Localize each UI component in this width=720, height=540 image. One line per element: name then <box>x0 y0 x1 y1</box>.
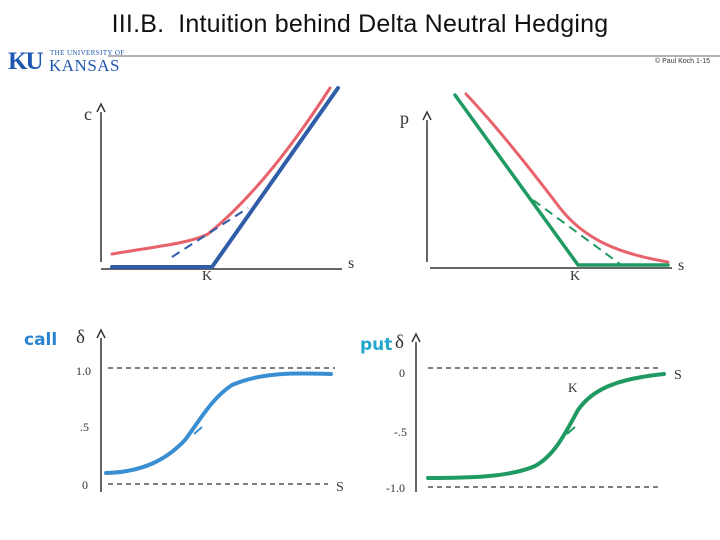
put-delta-tick-top: 0 <box>399 366 405 380</box>
put-delta-curve <box>426 372 666 480</box>
title-text: Intuition behind Delta Neutral Hedging <box>178 10 609 38</box>
put-tangent-line <box>532 199 621 265</box>
put-delta-strike-mark <box>566 426 576 435</box>
put-value-curve <box>464 92 670 264</box>
put-delta-panel: put δ 0 -.5 -1.0 S K <box>360 332 682 495</box>
call-delta-strike-mark <box>193 426 203 435</box>
put-price-y-label: p <box>400 108 409 128</box>
put-delta-x-label: S <box>674 368 682 383</box>
put-delta-tick-bottom: -1.0 <box>386 481 405 495</box>
call-delta-tick-bottom: 0 <box>82 478 88 492</box>
call-price-y-label: c <box>84 104 92 124</box>
put-delta-tag: put <box>360 335 392 355</box>
put-price-strike-label: K <box>570 269 580 284</box>
call-payoff-line <box>110 86 340 269</box>
put-payoff-line <box>453 93 670 267</box>
put-delta-y-label: δ <box>395 332 404 353</box>
call-delta-curve <box>104 371 333 475</box>
put-price-x-label: s <box>678 257 684 274</box>
call-value-curve <box>110 86 332 256</box>
call-delta-tick-top: 1.0 <box>76 364 91 378</box>
put-delta-tick-mid: -.5 <box>394 425 407 439</box>
call-price-panel: c s K <box>84 86 354 284</box>
put-price-panel: p s K <box>400 92 684 284</box>
call-delta-tag: call <box>24 330 57 350</box>
call-price-strike-label: K <box>202 269 212 284</box>
call-delta-tick-mid: .5 <box>80 420 89 434</box>
put-delta-y-arrow <box>411 332 421 343</box>
header-rule <box>108 55 720 57</box>
call-tangent-line <box>171 207 249 258</box>
call-price-y-arrow <box>96 102 106 113</box>
put-delta-strike-label: K <box>568 380 578 395</box>
logo-kansas-text: KANSAS <box>49 56 121 75</box>
ku-logo: KU THE UNIVERSITY OF KANSAS <box>8 48 124 76</box>
section-number: III.B. <box>111 10 165 38</box>
logo-university-text: THE UNIVERSITY OF <box>50 49 125 57</box>
call-price-x-label: s <box>348 255 354 272</box>
call-delta-y-label: δ <box>76 327 85 348</box>
slide-title: III.B. Intuition behind Delta Neutral Hed… <box>0 10 720 39</box>
copyright-note: © Paul Koch 1-15 <box>655 58 710 65</box>
logo-monogram: KU <box>8 48 43 75</box>
put-price-y-arrow <box>422 110 432 121</box>
call-delta-panel: call δ 1.0 .5 0 S <box>24 327 344 495</box>
call-delta-x-label: S <box>336 480 344 495</box>
call-delta-y-arrow <box>96 328 106 339</box>
